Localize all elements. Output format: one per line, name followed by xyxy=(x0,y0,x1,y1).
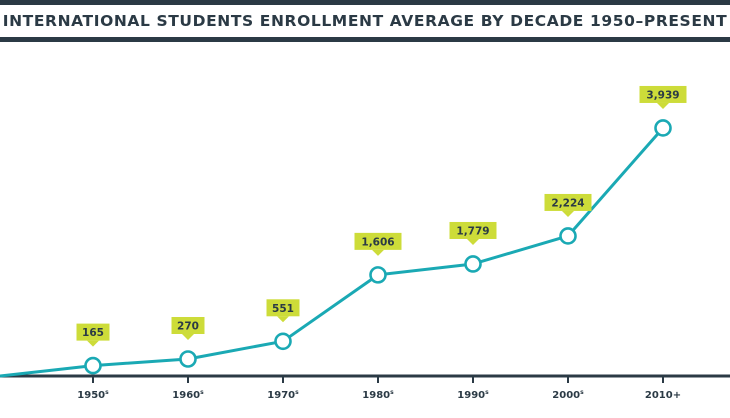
data-label-box xyxy=(449,221,497,239)
data-label-pointer xyxy=(562,210,574,217)
data-label-callout: 270 xyxy=(171,316,205,340)
x-tick-label: 2000s xyxy=(552,389,584,401)
title-rule-top xyxy=(0,0,730,5)
data-label: 1,606 xyxy=(361,236,394,248)
x-tick-label: 1990s xyxy=(457,389,489,401)
data-label: 3,939 xyxy=(646,89,679,101)
data-point xyxy=(179,350,197,368)
series-line xyxy=(0,126,665,378)
data-label-callout: 3,939 xyxy=(639,85,687,109)
data-point xyxy=(84,356,102,375)
data-label-box xyxy=(171,316,205,334)
data-label-pointer xyxy=(467,238,479,245)
data-label-box xyxy=(76,323,110,341)
chart-title: INTERNATIONAL STUDENTS ENROLLMENT AVERAG… xyxy=(2,12,728,30)
data-label-box xyxy=(544,193,592,211)
data-label-pointer xyxy=(657,102,669,109)
data-point xyxy=(654,119,672,137)
x-tick-label: 1950s xyxy=(77,389,109,401)
data-label-box xyxy=(266,299,300,317)
data-label-pointer xyxy=(182,333,194,340)
data-label: 165 xyxy=(82,327,104,339)
data-label-callout: 551 xyxy=(266,299,300,323)
data-point xyxy=(369,266,387,284)
data-point xyxy=(464,255,482,273)
title-rule-bottom xyxy=(0,37,730,42)
x-tick-label: 2010+ xyxy=(645,390,681,401)
data-label-pointer xyxy=(87,340,99,347)
data-label-pointer xyxy=(372,249,384,256)
data-point xyxy=(559,227,577,245)
data-label: 270 xyxy=(177,320,199,332)
data-label: 2,224 xyxy=(551,197,584,209)
x-tick-label: 1960s xyxy=(172,389,204,401)
data-label-callout: 165 xyxy=(76,323,110,347)
data-label-callout: 1,779 xyxy=(449,221,497,245)
data-label: 551 xyxy=(272,303,294,315)
x-tick-label: 1980s xyxy=(362,389,394,401)
data-label-box xyxy=(354,232,402,250)
data-label-pointer xyxy=(277,316,289,323)
data-label-box xyxy=(639,85,687,103)
data-label-callout: 1,606 xyxy=(354,232,402,256)
x-tick-label: 1970s xyxy=(267,389,299,401)
data-label-callout: 2,224 xyxy=(544,193,592,217)
data-label: 1,779 xyxy=(456,225,489,237)
data-point xyxy=(274,332,292,351)
